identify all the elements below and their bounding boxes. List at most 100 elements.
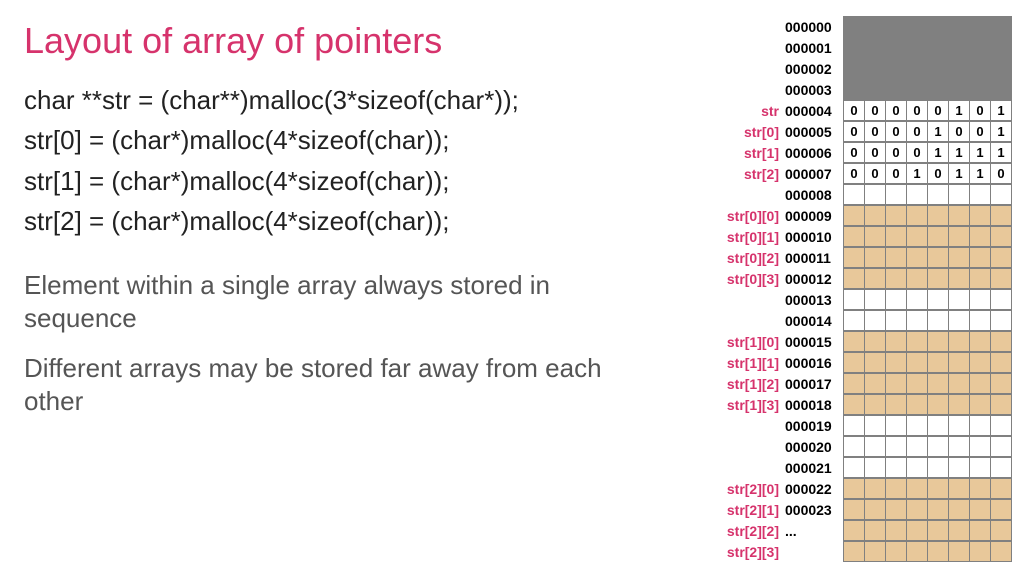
memory-cell — [927, 499, 949, 520]
memory-cell — [906, 331, 928, 352]
memory-cell — [969, 352, 991, 373]
memory-cell — [864, 352, 886, 373]
memory-cell — [927, 331, 949, 352]
memory-row-label: str[0][2] — [713, 250, 785, 266]
memory-cell — [969, 37, 991, 58]
memory-cell — [885, 331, 907, 352]
memory-cell — [843, 247, 865, 268]
memory-row: str[2][1]000023 — [713, 499, 1012, 520]
memory-cell — [906, 499, 928, 520]
memory-cell — [948, 37, 970, 58]
memory-cell — [948, 205, 970, 226]
memory-cell — [843, 478, 865, 499]
memory-cell — [843, 352, 865, 373]
memory-cell — [969, 79, 991, 100]
memory-cell: 0 — [885, 100, 907, 121]
memory-cell — [885, 247, 907, 268]
memory-row: str[1][2]000017 — [713, 373, 1012, 394]
memory-cell — [843, 37, 865, 58]
memory-cell — [948, 394, 970, 415]
memory-cell — [969, 541, 991, 562]
memory-cell — [969, 16, 991, 37]
memory-row: str[1]00000600001111 — [713, 142, 1012, 163]
memory-cell — [885, 310, 907, 331]
memory-cell: 0 — [864, 100, 886, 121]
memory-cell — [990, 457, 1012, 478]
memory-row-label: str[0][3] — [713, 271, 785, 287]
memory-row-label: str[1][0] — [713, 334, 785, 350]
memory-cell — [990, 226, 1012, 247]
memory-row-address: 000013 — [785, 292, 843, 308]
memory-row: 000001 — [713, 37, 1012, 58]
memory-cell — [906, 415, 928, 436]
memory-cell — [885, 520, 907, 541]
memory-cell: 0 — [885, 121, 907, 142]
memory-row-label: str[0][0] — [713, 208, 785, 224]
memory-cell — [843, 58, 865, 79]
memory-row-address: 000020 — [785, 439, 843, 455]
memory-row: 000019 — [713, 415, 1012, 436]
code-line: char **str = (char**)malloc(3*sizeof(cha… — [24, 80, 664, 120]
memory-cell — [927, 184, 949, 205]
memory-cell — [843, 331, 865, 352]
memory-cell — [990, 541, 1012, 562]
memory-cell — [927, 394, 949, 415]
memory-cell — [990, 268, 1012, 289]
memory-cell — [990, 373, 1012, 394]
memory-cell — [969, 436, 991, 457]
memory-cell — [948, 352, 970, 373]
memory-cell: 0 — [927, 100, 949, 121]
memory-cell — [906, 247, 928, 268]
memory-cell: 0 — [885, 142, 907, 163]
memory-cell — [927, 352, 949, 373]
memory-cell — [864, 37, 886, 58]
memory-cell — [864, 394, 886, 415]
memory-cell — [906, 541, 928, 562]
memory-cell — [885, 37, 907, 58]
memory-cell — [969, 457, 991, 478]
memory-row-address: 000007 — [785, 166, 843, 182]
code-line: str[0] = (char*)malloc(4*sizeof(char)); — [24, 120, 664, 160]
memory-cell — [864, 205, 886, 226]
content-column: Layout of array of pointers char **str =… — [24, 20, 664, 435]
memory-cell — [843, 289, 865, 310]
memory-cell: 0 — [948, 121, 970, 142]
memory-row-label: str[2][2] — [713, 523, 785, 539]
memory-cell — [864, 247, 886, 268]
memory-row-address: 000001 — [785, 40, 843, 56]
memory-row-label: str[2][3] — [713, 544, 785, 560]
memory-row-cells — [843, 268, 1012, 289]
memory-cell — [948, 520, 970, 541]
memory-cell — [864, 520, 886, 541]
memory-cell: 1 — [927, 142, 949, 163]
memory-cell — [843, 499, 865, 520]
memory-row-address: 000011 — [785, 250, 843, 266]
memory-row-cells: 00001001 — [843, 121, 1012, 142]
memory-row-address: ... — [785, 523, 843, 539]
memory-cell — [885, 394, 907, 415]
memory-row: str[2][3] — [713, 541, 1012, 562]
memory-cell: 0 — [885, 163, 907, 184]
memory-row-address: 000019 — [785, 418, 843, 434]
memory-cell — [969, 394, 991, 415]
slide-title: Layout of array of pointers — [24, 20, 664, 62]
memory-row-cells — [843, 436, 1012, 457]
memory-row: str[1][0]000015 — [713, 331, 1012, 352]
memory-cell — [843, 226, 865, 247]
memory-cell — [990, 352, 1012, 373]
memory-cell — [843, 79, 865, 100]
memory-row-address: 000012 — [785, 271, 843, 287]
memory-cell — [906, 226, 928, 247]
memory-row-address: 000022 — [785, 481, 843, 497]
memory-cell — [927, 205, 949, 226]
memory-cell — [927, 310, 949, 331]
memory-cell — [927, 478, 949, 499]
memory-row-label: str — [713, 103, 785, 119]
memory-diagram: 000000000001000002000003str0000040000010… — [713, 16, 1012, 562]
memory-row: 000013 — [713, 289, 1012, 310]
memory-cell — [927, 436, 949, 457]
memory-cell — [864, 373, 886, 394]
memory-row: 000021 — [713, 457, 1012, 478]
memory-row: 000003 — [713, 79, 1012, 100]
memory-row: 000020 — [713, 436, 1012, 457]
